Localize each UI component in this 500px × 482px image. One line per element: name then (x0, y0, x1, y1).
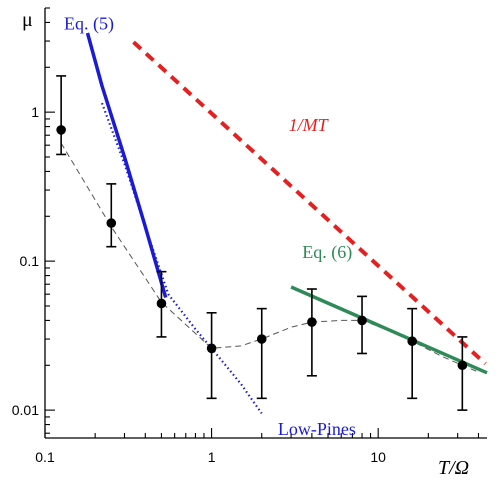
data-point (307, 317, 317, 327)
data-point (457, 360, 468, 371)
y-tick-label: 0.01 (12, 402, 39, 418)
guide-dashed-curve (60, 142, 479, 373)
annotation-label: Eq. (5) (64, 13, 114, 34)
data-point (357, 315, 367, 326)
y-tick-label: 0.1 (20, 253, 40, 269)
annotations-layer: Eq. (5) 1/MT Eq. (6) Low-Pines (64, 13, 356, 439)
data-points-layer (56, 75, 468, 411)
one-over-mt-line (132, 40, 487, 366)
annotation-label: Eq. (6) (302, 242, 352, 263)
x-tick-label: 1 (208, 449, 216, 465)
eq6-curve (290, 285, 488, 375)
x-axis-title: T/Ω (438, 457, 469, 479)
y-tick-label: 1 (31, 104, 39, 120)
data-point (56, 125, 66, 135)
y-axis-title: μ (22, 9, 33, 31)
data-point (106, 218, 117, 228)
data-point (156, 298, 167, 309)
axes-layer (44, 8, 487, 439)
annotation-label: 1/MT (289, 115, 330, 135)
x-tick-label: 0.1 (35, 449, 55, 465)
ticks-layer: 0.1 1 10 0.01 0.1 1 (12, 7, 480, 465)
annotation-label: Low-Pines (278, 419, 356, 439)
data-point (256, 334, 267, 344)
labels-layer: μ T/Ω (22, 9, 469, 479)
x-tick-label: 10 (370, 449, 386, 465)
eq5-curve (85, 32, 168, 298)
low-pines-curve (100, 102, 263, 415)
curves-layer (60, 32, 488, 415)
data-point (407, 336, 417, 347)
data-point (206, 343, 217, 354)
